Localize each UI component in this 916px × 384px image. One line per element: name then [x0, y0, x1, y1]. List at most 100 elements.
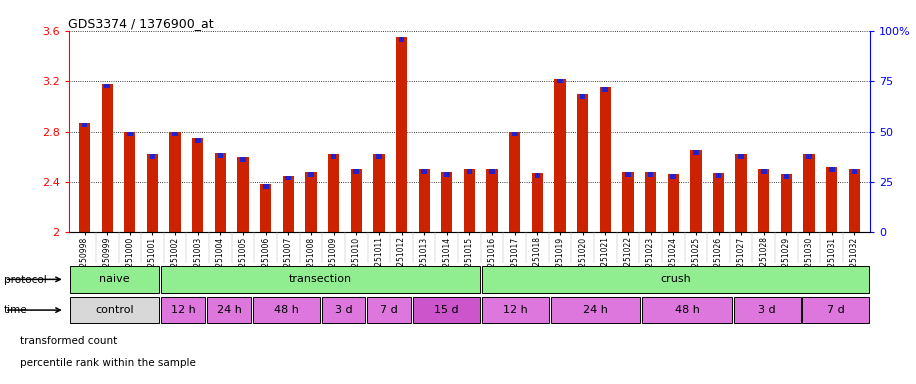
Bar [625, 172, 631, 177]
Text: crush: crush [660, 274, 691, 285]
Bar [322, 297, 365, 323]
Bar [486, 169, 497, 232]
Bar [421, 169, 427, 174]
Bar [396, 37, 408, 232]
Bar [161, 266, 480, 293]
Bar [398, 37, 404, 42]
Bar [852, 169, 857, 174]
Bar [690, 151, 702, 232]
Bar [192, 138, 203, 232]
Bar [803, 154, 814, 232]
Text: protocol: protocol [4, 275, 47, 285]
Bar [734, 297, 801, 323]
Bar [551, 297, 640, 323]
Bar [557, 79, 562, 83]
Text: 3 d: 3 d [758, 305, 776, 315]
Bar [849, 169, 860, 232]
Bar [172, 131, 178, 136]
Text: GDS3374 / 1376900_at: GDS3374 / 1376900_at [68, 17, 213, 30]
Bar [195, 138, 201, 142]
Bar [600, 88, 611, 232]
Bar [783, 174, 790, 179]
Bar [780, 174, 792, 232]
Bar [758, 169, 769, 232]
Text: 48 h: 48 h [274, 305, 299, 315]
Text: 24 h: 24 h [216, 305, 242, 315]
Bar [482, 297, 549, 323]
Bar [512, 131, 518, 136]
Bar [713, 173, 725, 232]
Bar [373, 154, 385, 232]
Text: percentile rank within the sample: percentile rank within the sample [20, 358, 196, 368]
Bar [642, 297, 732, 323]
Text: naive: naive [99, 274, 130, 285]
Bar [482, 266, 869, 293]
Bar [442, 172, 453, 232]
Bar [328, 154, 339, 232]
Text: 7 d: 7 d [827, 305, 845, 315]
Bar [263, 184, 268, 189]
Bar [147, 154, 158, 232]
Bar [829, 167, 834, 172]
Text: control: control [95, 305, 134, 315]
Text: 7 d: 7 d [380, 305, 398, 315]
Bar [466, 169, 473, 174]
Bar [169, 131, 180, 232]
Bar [761, 169, 767, 174]
Bar [577, 94, 588, 232]
Bar [214, 153, 226, 232]
Bar [509, 131, 520, 232]
Bar [286, 175, 291, 180]
Bar [463, 169, 475, 232]
Bar [218, 153, 224, 158]
Bar [260, 184, 271, 232]
Text: 15 d: 15 d [434, 305, 459, 315]
Bar [305, 172, 317, 232]
Text: 48 h: 48 h [674, 305, 700, 315]
Bar [207, 297, 251, 323]
Text: transformed count: transformed count [20, 336, 117, 346]
Bar [79, 123, 90, 232]
Bar [668, 174, 679, 232]
Text: time: time [4, 305, 27, 315]
Text: 12 h: 12 h [170, 305, 196, 315]
Bar [351, 169, 362, 232]
Bar [826, 167, 837, 232]
Bar [161, 297, 205, 323]
Bar [580, 94, 585, 99]
Bar [237, 157, 249, 232]
Bar [308, 172, 314, 177]
Bar [802, 297, 869, 323]
Bar [367, 297, 411, 323]
Bar [531, 173, 543, 232]
Bar [102, 84, 113, 232]
Bar [603, 88, 608, 92]
Bar [127, 131, 133, 136]
Bar [125, 131, 136, 232]
Bar [149, 154, 156, 159]
Bar [413, 297, 480, 323]
Bar [554, 79, 566, 232]
Bar [715, 173, 721, 178]
Bar [489, 169, 495, 174]
Bar [104, 84, 110, 88]
Bar [693, 151, 699, 155]
Bar [419, 169, 430, 232]
Bar [82, 123, 87, 127]
Text: 24 h: 24 h [583, 305, 608, 315]
Bar [622, 172, 634, 232]
Bar [671, 174, 676, 179]
Bar [736, 154, 747, 232]
Bar [444, 172, 450, 177]
Bar [738, 154, 744, 159]
Bar [283, 175, 294, 232]
Text: transection: transection [289, 274, 352, 285]
Bar [535, 173, 540, 178]
Bar [806, 154, 812, 159]
Bar [70, 266, 159, 293]
Bar [354, 169, 359, 174]
Text: 12 h: 12 h [503, 305, 528, 315]
Text: 3 d: 3 d [334, 305, 353, 315]
Bar [376, 154, 382, 159]
Bar [648, 172, 653, 177]
